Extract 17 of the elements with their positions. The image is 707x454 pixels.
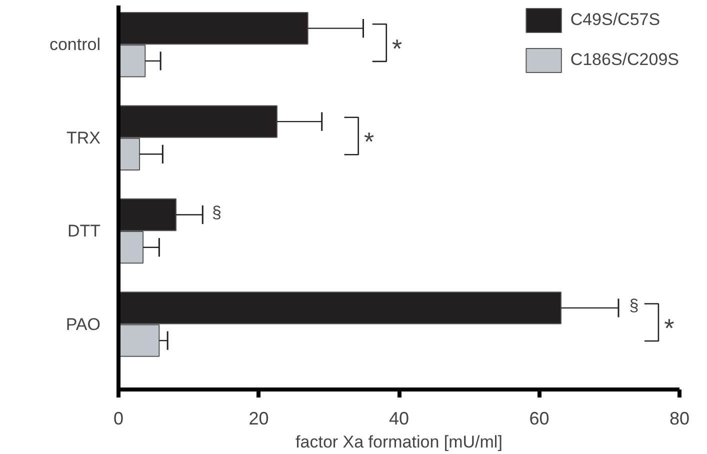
x-tick-label: 20: [248, 408, 269, 428]
x-tick-label: 80: [669, 408, 690, 428]
y-tick-label: PAO: [66, 314, 100, 334]
x-tick-label: 40: [388, 408, 410, 428]
annotation: §: [629, 296, 639, 316]
annotation: *: [664, 312, 674, 343]
y-tick-label: TRX: [66, 128, 100, 148]
x-axis-title: factor Xa formation [mU/ml]: [296, 432, 502, 452]
annotation: §: [212, 202, 222, 222]
y-tick-label: control: [49, 35, 101, 54]
annotation: *: [364, 126, 374, 157]
x-tick-label: 0: [113, 408, 124, 428]
legend-label: C49S/C57S: [570, 10, 660, 30]
y-tick-label: DTT: [67, 222, 100, 241]
x-tick-label: 60: [529, 408, 550, 428]
legend-label: C186S/C209S: [570, 50, 679, 70]
annotation: *: [392, 33, 402, 64]
